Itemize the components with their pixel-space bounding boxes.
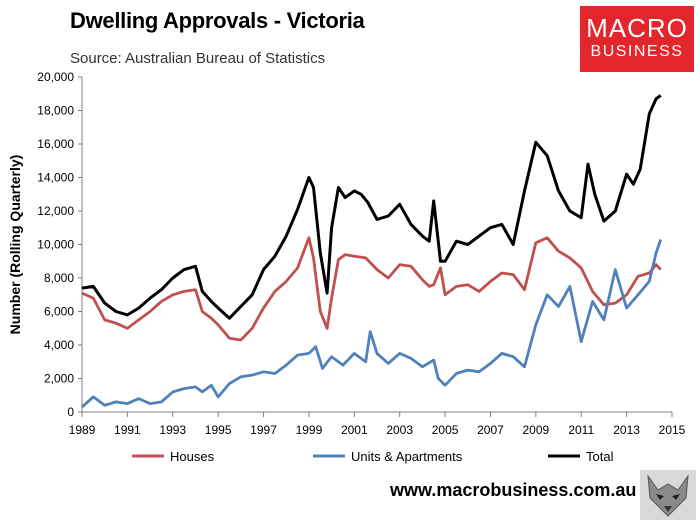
x-tick-label: 1989 (69, 423, 96, 437)
logo-text-business: BUSINESS (590, 43, 684, 60)
y-axis-title: Number (Rolling Quarterly) (7, 155, 23, 335)
legend-label: Total (586, 449, 614, 464)
x-tick-label: 2009 (522, 423, 549, 437)
x-tick-label: 2001 (341, 423, 368, 437)
series-layer (81, 94, 663, 409)
chart-title: Dwelling Approvals - Victoria (70, 8, 365, 33)
legend-item: Units & Apartments (313, 449, 463, 464)
y-tick-label: 20,000 (37, 70, 74, 84)
y-tick-label: 18,000 (37, 104, 74, 118)
y-tick-label: 14,000 (37, 171, 74, 185)
legend-item: Houses (132, 449, 215, 464)
x-tick-label: 2003 (386, 423, 413, 437)
series-line-houses (81, 236, 662, 342)
x-tick-label: 1997 (250, 423, 277, 437)
chart-source: Source: Australian Bureau of Statistics (70, 50, 326, 67)
x-tick-label: 2005 (432, 423, 459, 437)
y-tick-label: 4,000 (44, 338, 74, 352)
x-tick-label: 2013 (613, 423, 640, 437)
x-tick-label: 2015 (659, 423, 686, 437)
y-tick-label: 12,000 (37, 204, 74, 218)
y-tick-label: 0 (67, 405, 74, 419)
x-tick-label: 2007 (477, 423, 504, 437)
logo-text-macro: MACRO (586, 13, 688, 43)
y-tick-label: 2,000 (44, 372, 74, 386)
y-tick-label: 8,000 (44, 271, 74, 285)
legend-item: Total (548, 449, 614, 464)
y-tick-label: 10,000 (37, 238, 74, 252)
x-tick-label: 2011 (568, 423, 594, 437)
x-tick-label: 1999 (296, 423, 323, 437)
chart-axes: 0 2,000 4,000 6,000 8,000 10,000 12,000 14,000 1… (7, 70, 686, 437)
y-tick-label: 16,000 (37, 137, 74, 151)
x-tick-label: 1993 (159, 423, 186, 437)
macrobusiness-logo[interactable]: MACRO BUSINESS (580, 6, 694, 72)
x-tick-label: 1995 (205, 423, 232, 437)
wolf-logo-icon (640, 470, 696, 520)
legend-label: Houses (170, 449, 215, 464)
series-line-total (81, 94, 662, 320)
footer-url-link[interactable]: www.macrobusiness.com.au (390, 480, 637, 500)
series-line-units-apartments (81, 239, 663, 409)
legend-label: Units & Apartments (351, 449, 463, 464)
chart-legend: Houses Units & Apartments Total (132, 449, 614, 464)
x-tick-label: 1991 (114, 423, 141, 437)
y-tick-label: 6,000 (44, 305, 74, 319)
